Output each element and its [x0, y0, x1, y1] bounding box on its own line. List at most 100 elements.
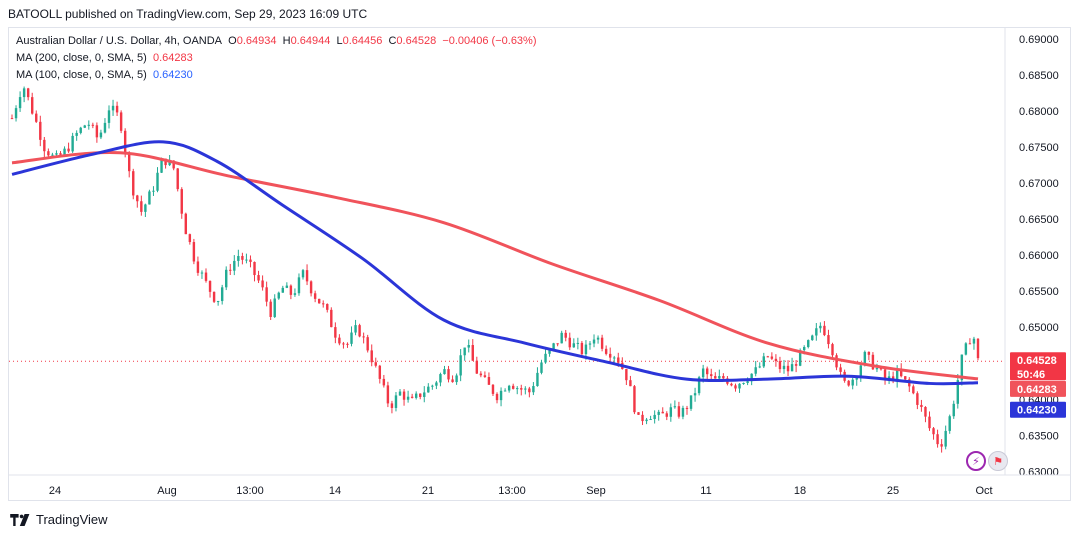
- candle-body: [604, 348, 608, 354]
- candle-body: [766, 356, 770, 358]
- candle-body: [301, 270, 305, 278]
- candle-body: [164, 158, 167, 166]
- price-tick-label: 0.67500: [1019, 142, 1059, 154]
- candle-body: [520, 388, 523, 390]
- candle-body: [701, 368, 705, 378]
- candle-body: [196, 261, 200, 273]
- candle-body: [281, 287, 285, 293]
- candle-body: [580, 342, 584, 355]
- candle-body: [847, 380, 850, 386]
- candle-body: [208, 280, 212, 292]
- candle-body: [168, 160, 171, 166]
- candle-body: [944, 430, 947, 447]
- legend-low-key: L: [336, 35, 343, 47]
- candle-body: [871, 354, 875, 370]
- candle-body: [269, 301, 272, 317]
- candle-body: [839, 367, 842, 372]
- candle-body: [677, 406, 681, 417]
- price-tick-label: 0.68000: [1019, 106, 1059, 118]
- candle-body: [261, 280, 264, 288]
- candle-body: [940, 444, 943, 447]
- candle-body: [572, 343, 576, 348]
- candle-body: [592, 339, 596, 344]
- candle-body: [790, 364, 794, 372]
- candle-body: [123, 130, 127, 153]
- candle-body: [823, 325, 826, 336]
- candle-body: [750, 373, 753, 382]
- candle-body: [225, 269, 228, 288]
- candle-body: [305, 270, 309, 282]
- candle-body: [798, 350, 802, 366]
- candle-body: [289, 285, 293, 295]
- candle-body: [471, 345, 474, 361]
- candle-body: [863, 351, 867, 366]
- candle-body: [67, 148, 70, 152]
- candle-body: [964, 343, 968, 355]
- candle-body: [487, 377, 491, 385]
- candle-body: [447, 369, 450, 380]
- candle-body: [249, 259, 252, 262]
- candle-body: [952, 403, 955, 417]
- candle-body: [313, 293, 317, 299]
- candle-body: [956, 380, 959, 404]
- candle-body: [10, 118, 14, 120]
- candle-body: [665, 413, 668, 417]
- candle-body: [815, 328, 818, 336]
- us-flag-icon[interactable]: ⚑: [988, 451, 1008, 471]
- candle-body: [819, 325, 822, 329]
- candle-body: [237, 256, 240, 261]
- candle-body: [414, 393, 418, 398]
- footer-brand: TradingView: [10, 512, 108, 527]
- candle-body: [136, 195, 139, 202]
- candle-body: [718, 376, 721, 379]
- candle-body: [216, 301, 220, 303]
- candle-body: [483, 375, 487, 378]
- time-tick-label: 24: [49, 485, 61, 497]
- candle-body: [463, 347, 466, 356]
- legend-ma200-row: MA (200, close, 0, SMA, 5) 0.64283: [16, 50, 537, 67]
- candle-body: [968, 343, 972, 345]
- candle-body: [596, 337, 600, 340]
- candle-body: [794, 364, 798, 366]
- candle-body: [253, 261, 256, 276]
- candle-body: [491, 384, 495, 394]
- candle-body: [754, 367, 757, 374]
- candle-body: [79, 127, 82, 133]
- legend-high-key: H: [282, 35, 291, 47]
- candle-body: [350, 332, 353, 344]
- candle-body: [770, 356, 774, 359]
- candle-body: [128, 152, 131, 172]
- candle-body: [431, 385, 434, 387]
- candle-body: [762, 356, 765, 367]
- candle-body: [148, 191, 151, 205]
- candle-body: [588, 343, 592, 345]
- ma100-line: [11, 140, 979, 386]
- candle-body: [831, 344, 834, 356]
- candle-body: [342, 343, 345, 345]
- candle-body: [851, 379, 854, 386]
- candle-body: [948, 416, 951, 431]
- candle-body: [746, 381, 749, 383]
- candle-body: [156, 172, 159, 191]
- candle-body: [904, 376, 907, 380]
- time-tick-label: 18: [794, 485, 806, 497]
- candle-body: [536, 372, 539, 387]
- candle-body: [419, 393, 422, 397]
- candle-body: [451, 379, 454, 383]
- candle-body: [83, 125, 86, 128]
- candle-body: [406, 396, 410, 400]
- candle-body: [390, 403, 394, 408]
- candle-body: [932, 428, 935, 435]
- candle-body: [435, 382, 438, 386]
- candle-body: [960, 354, 964, 381]
- ma100-tag: 0.64230: [1010, 401, 1066, 418]
- candle-body: [119, 112, 123, 131]
- price-tick-label: 0.65500: [1019, 286, 1059, 298]
- candle-body: [653, 414, 656, 420]
- candle-body: [637, 412, 640, 415]
- flash-icon[interactable]: ⚡: [966, 451, 986, 471]
- candle-body: [427, 386, 430, 393]
- legend-ohlc-row: Australian Dollar / U.S. Dollar, 4h, OAN…: [16, 33, 537, 50]
- ma100-tag-text: 0.64230: [1017, 405, 1057, 417]
